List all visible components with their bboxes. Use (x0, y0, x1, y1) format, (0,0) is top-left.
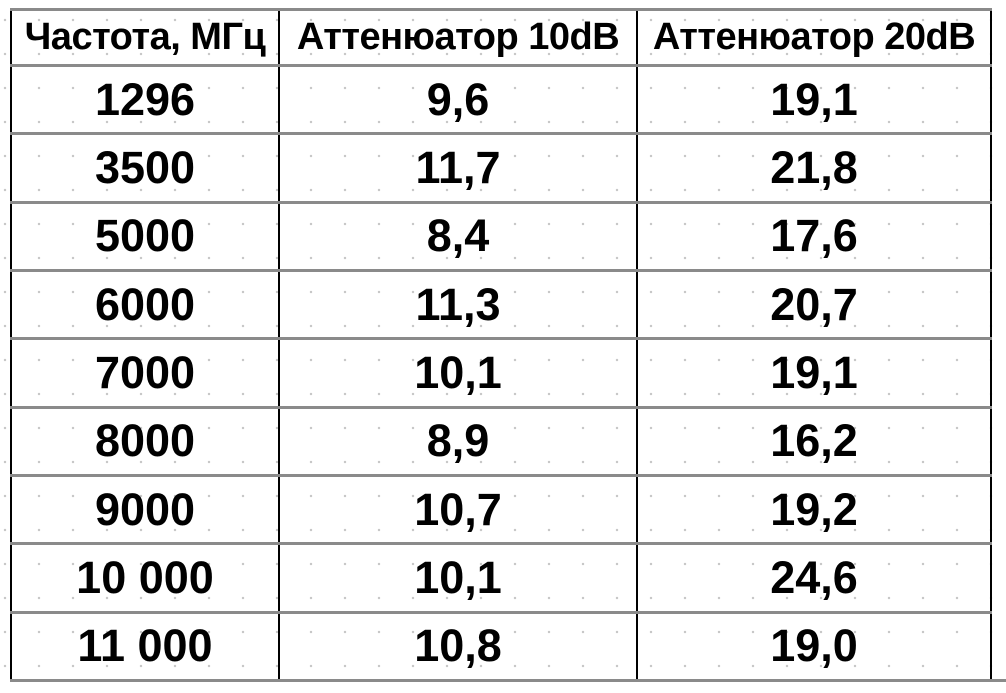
bottom-rule-extension (990, 679, 1006, 682)
table-cell: 1296 (94, 73, 196, 125)
table-header: Частота, МГц Аттенюатор 10dB Аттенюатор 20… (11, 9, 991, 66)
header-row: Частота, МГц Аттенюатор 10dB Аттенюатор 20… (11, 9, 991, 66)
table-cell: 7000 (94, 346, 196, 398)
table-cell: 19,1 (636, 65, 991, 134)
table-row: 7000 10,1 19,1 (11, 338, 991, 408)
table-cell: 10 000 (76, 551, 214, 603)
attenuator-measurements-table: Частота, МГц Аттенюатор 10dB Аттенюатор 20… (10, 8, 992, 682)
table-cell: 10,1 (278, 338, 637, 408)
table-cell: 11,7 (278, 133, 637, 203)
table-row: 9000 10,7 19,2 (11, 475, 991, 544)
table-cell: 17,6 (636, 202, 991, 271)
table-row: 6000 11,3 20,7 (11, 270, 991, 339)
table-cell: 9000 (94, 483, 196, 535)
table-row: 10 000 10,1 24,6 (11, 543, 991, 613)
table-cell: 9,6 (278, 65, 637, 134)
table-row: 1296 9,6 19,1 (11, 65, 991, 134)
table-cell: 21,8 (636, 133, 991, 203)
table-row: 3500 11,7 21,8 (11, 133, 991, 203)
table-cell: 10,8 (278, 612, 637, 681)
column-header: Аттенюатор 20dB (636, 9, 991, 66)
table-cell: 24,6 (636, 543, 991, 613)
table-cell: 8000 (94, 415, 196, 467)
table-cell: 10,7 (278, 475, 637, 544)
table-row: 11 000 10,8 19,0 (11, 612, 991, 681)
table-row: 8000 8,9 16,2 (11, 407, 991, 476)
table-cell: 19,1 (636, 338, 991, 408)
table-row: 5000 8,4 17,6 (11, 202, 991, 271)
table-cell: 19,2 (636, 475, 991, 544)
column-header: Аттенюатор 10dB (278, 9, 637, 66)
column-header: Частота, МГц (24, 16, 266, 58)
table-cell: 11 000 (77, 620, 213, 672)
table-cell: 3500 (94, 141, 196, 193)
table-cell: 16,2 (636, 407, 991, 476)
table-cell: 10,1 (278, 543, 637, 613)
table-cell: 5000 (94, 210, 196, 262)
table-body: 1296 9,6 19,1 3500 11,7 21,8 5000 8,4 17,6 6000 11… (11, 65, 991, 681)
table-cell: 6000 (94, 278, 196, 330)
table-cell: 11,3 (278, 270, 637, 339)
table-cell: 8,9 (278, 407, 637, 476)
table-cell: 19,0 (636, 612, 991, 681)
table-cell: 8,4 (278, 202, 637, 271)
table-cell: 20,7 (636, 270, 991, 339)
